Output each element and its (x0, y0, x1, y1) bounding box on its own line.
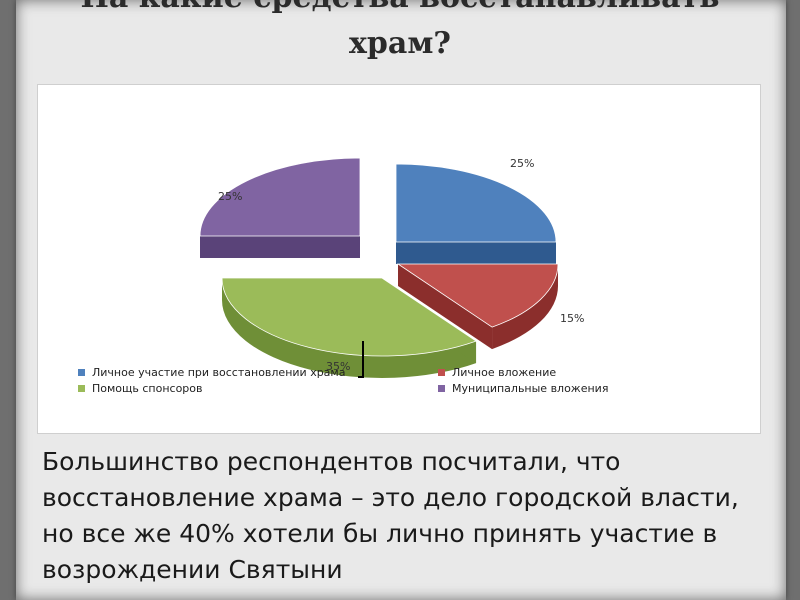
pie-slice-side (492, 264, 558, 350)
pie-slice-label: 35% (326, 360, 350, 373)
legend-swatch (438, 385, 445, 392)
slide-title-line-2: храм? (349, 26, 451, 61)
legend-label: Муниципальные вложения (452, 382, 608, 395)
pie-slices (199, 157, 559, 378)
pie-chart: 25% 15% 35% 25% Личное участие при восстанов… (78, 157, 608, 395)
pie-slice-edge (396, 242, 556, 264)
pie-slice-4 (199, 157, 361, 237)
legend-label: Личное вложение (452, 366, 556, 379)
pie-slice-edge (200, 236, 360, 258)
legend-swatch (78, 369, 85, 376)
legend-swatch (438, 369, 445, 376)
pie-slice-side (222, 278, 477, 378)
pie-leader-line (358, 341, 364, 378)
legend-label: Личное участие при восстановлении храма (92, 366, 345, 379)
pie-slice-3 (221, 277, 477, 357)
legend-label: Помощь спонсоров (92, 382, 203, 395)
pie-slice-edge (398, 264, 493, 350)
pie-slice-label: 15% (560, 312, 584, 325)
pie-chart-container: 25% 15% 35% 25% Личное участие при восстанов… (37, 84, 761, 434)
pie-slice-2 (396, 263, 559, 328)
pie-slice-1 (395, 163, 557, 243)
slide-body-text: Большинство респондентов посчитали, что … (42, 447, 739, 584)
pie-slice-label: 25% (510, 157, 534, 170)
pie-slice-label: 25% (218, 190, 242, 203)
legend-swatch (78, 385, 85, 392)
slide-title-line-1: На какие средства восстанавливать (0, 0, 800, 16)
